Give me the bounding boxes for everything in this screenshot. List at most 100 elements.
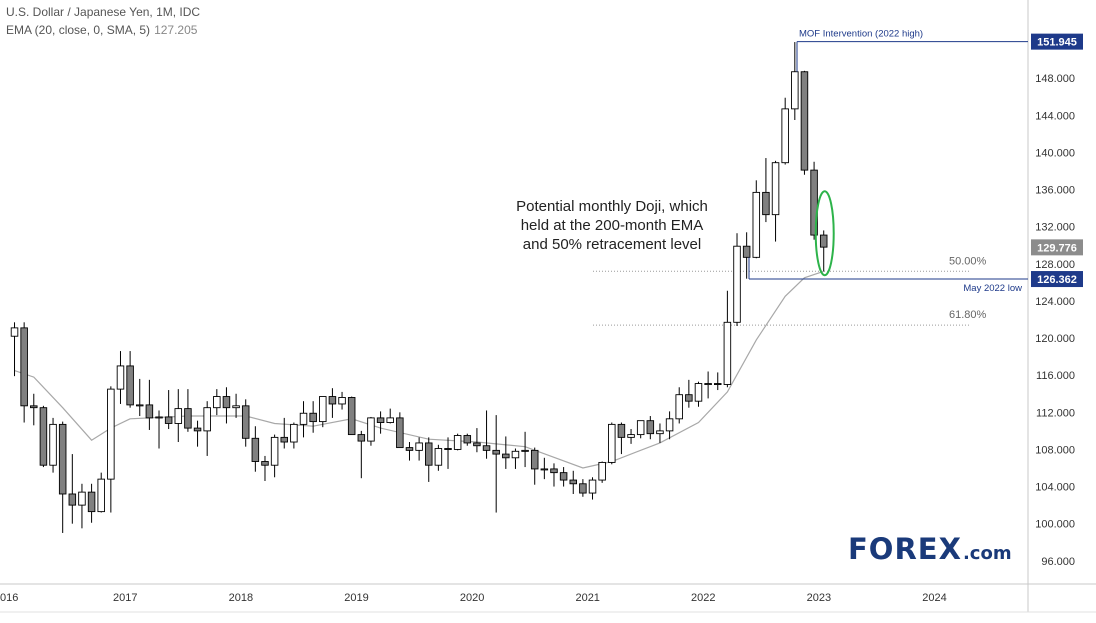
x-tick-label: 2019 — [344, 592, 368, 604]
candle — [174, 389, 183, 443]
current-price-tag-text: 129.776 — [1037, 242, 1077, 254]
candle-body — [819, 234, 828, 248]
candle-body — [521, 449, 529, 452]
candle — [714, 372, 722, 391]
candle — [145, 379, 154, 430]
candle-body — [405, 447, 414, 451]
doji-annotation: Potential monthly Doji, which held at th… — [500, 197, 724, 254]
candle — [261, 455, 269, 481]
may-low-price-tag-text: 126.362 — [1037, 274, 1077, 286]
candle — [762, 158, 770, 223]
candle-body — [588, 479, 597, 494]
candle-body — [463, 435, 472, 444]
candle-body — [723, 321, 732, 385]
candle-body — [636, 420, 645, 436]
candle — [791, 42, 799, 120]
candle-body — [135, 404, 144, 407]
x-tick-label: 2017 — [113, 592, 137, 604]
candle — [241, 399, 250, 447]
candle-body — [781, 108, 789, 164]
candle — [675, 387, 683, 424]
candle-body — [376, 417, 385, 423]
candle-body — [771, 162, 780, 216]
candle-body — [415, 442, 423, 451]
candle-body — [646, 420, 655, 435]
candle — [164, 390, 173, 430]
logo-main-text: FOREX — [848, 532, 962, 566]
candle-body — [213, 396, 221, 409]
candle-body — [791, 71, 799, 110]
candle — [97, 472, 105, 513]
y-tick-label: 108.000 — [1035, 444, 1075, 456]
candle — [511, 448, 520, 469]
candle — [627, 429, 635, 444]
candle — [68, 454, 77, 524]
candle — [299, 401, 308, 438]
candle-body — [617, 423, 626, 438]
candle-body — [78, 491, 86, 506]
candle-body — [20, 327, 28, 407]
candle — [357, 430, 366, 479]
candle — [376, 411, 385, 434]
candle — [559, 467, 568, 487]
candle — [771, 160, 780, 242]
mof-price-tag-text: 151.945 — [1037, 37, 1077, 49]
candle — [502, 436, 510, 469]
candle — [213, 389, 221, 416]
candle-body — [145, 404, 154, 419]
candle — [819, 230, 828, 272]
candle-body — [800, 71, 809, 171]
candle — [184, 389, 192, 432]
annotation-line-1: Potential monthly Doji, which — [516, 198, 708, 215]
candle — [492, 415, 500, 513]
x-tick-label: 2022 — [691, 592, 715, 604]
candle — [685, 379, 693, 408]
candle-body — [492, 449, 500, 455]
candle — [463, 433, 472, 446]
candle-body — [87, 491, 96, 513]
candle — [723, 290, 732, 388]
candle — [579, 479, 587, 497]
doji-highlight-circle — [814, 190, 835, 277]
candle — [222, 387, 231, 424]
candle — [482, 410, 491, 459]
candle-body — [107, 388, 115, 480]
x-tick-label: 2024 — [922, 592, 946, 604]
candle-body — [733, 245, 741, 323]
candle-body — [453, 435, 462, 450]
candle-body — [434, 448, 443, 466]
candle — [752, 180, 761, 259]
candle — [319, 396, 327, 428]
candle — [135, 378, 144, 417]
candle — [425, 437, 433, 482]
candle — [78, 483, 86, 529]
candle — [540, 457, 549, 480]
candle — [656, 423, 664, 443]
candle-body — [97, 478, 105, 513]
y-tick-label: 148.000 — [1035, 73, 1075, 85]
candle — [444, 437, 452, 469]
candle-body — [49, 423, 57, 466]
candle — [588, 477, 597, 500]
candle — [434, 444, 443, 471]
candle-body — [309, 412, 317, 423]
candle-body — [251, 437, 260, 462]
indicator-label: EMA (20, close, 0, SMA, 5) — [6, 23, 151, 37]
candle-body — [367, 417, 375, 442]
candle-body — [261, 461, 269, 466]
x-tick-label: 2023 — [807, 592, 831, 604]
candle-body — [39, 407, 48, 466]
candle — [39, 405, 48, 468]
candle-body — [665, 418, 674, 432]
candle — [733, 233, 741, 327]
candle — [232, 393, 240, 418]
candle — [665, 411, 674, 440]
y-tick-label: 116.000 — [1036, 370, 1075, 382]
may-low-price-tag-bg — [1031, 271, 1083, 288]
candle — [694, 381, 703, 407]
candle-body — [68, 493, 77, 506]
candle — [598, 461, 606, 483]
candle — [742, 232, 751, 279]
candle-body — [193, 427, 202, 432]
